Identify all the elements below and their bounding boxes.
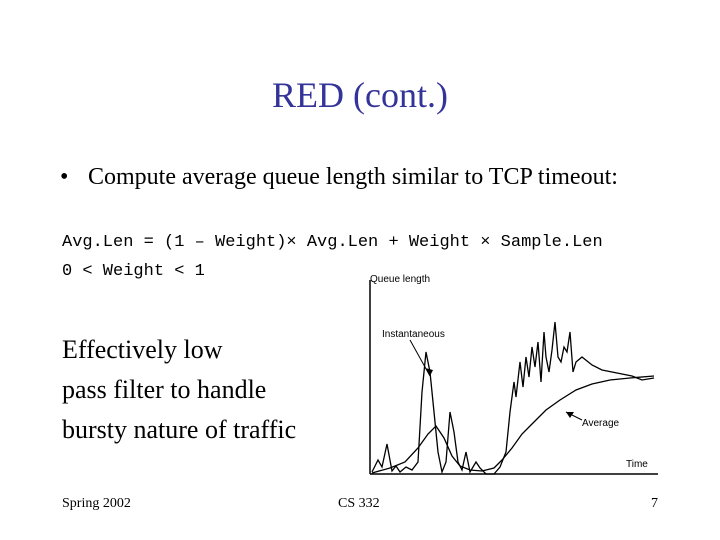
y-axis-label: Queue length [370, 274, 430, 285]
instantaneous-arrowhead [425, 368, 433, 376]
instantaneous-label: Instantaneous [382, 329, 445, 340]
average-line [371, 375, 655, 474]
instantaneous-line [371, 321, 655, 475]
bullet-marker: • [60, 164, 69, 190]
effect-description: Effectively low pass filter to handle bu… [62, 330, 342, 450]
queue-length-figure: Queue length Time Instantaneous Average [369, 274, 658, 475]
formula-average-length: Avg.Len = (1 – Weight)× Avg.Len + Weight… [62, 233, 603, 252]
slide-number: 7 [651, 496, 658, 511]
formula-weight-range: 0 < Weight < 1 [62, 262, 205, 281]
bullet-text: Compute average queue length similar to … [88, 164, 618, 190]
average-arrowhead [566, 412, 574, 418]
effect-line-1: Effectively low [62, 335, 223, 364]
bullet-item: • Compute average queue length similar t… [60, 162, 662, 192]
effect-line-3: bursty nature of traffic [62, 415, 297, 444]
average-label: Average [582, 418, 620, 429]
footer-center: CS 332 [338, 496, 380, 511]
x-axis-label: Time [626, 459, 648, 470]
effect-line-2: pass filter to handle [62, 375, 267, 404]
footer-left: Spring 2002 [62, 496, 131, 511]
slide-title: RED (cont.) [272, 75, 448, 115]
